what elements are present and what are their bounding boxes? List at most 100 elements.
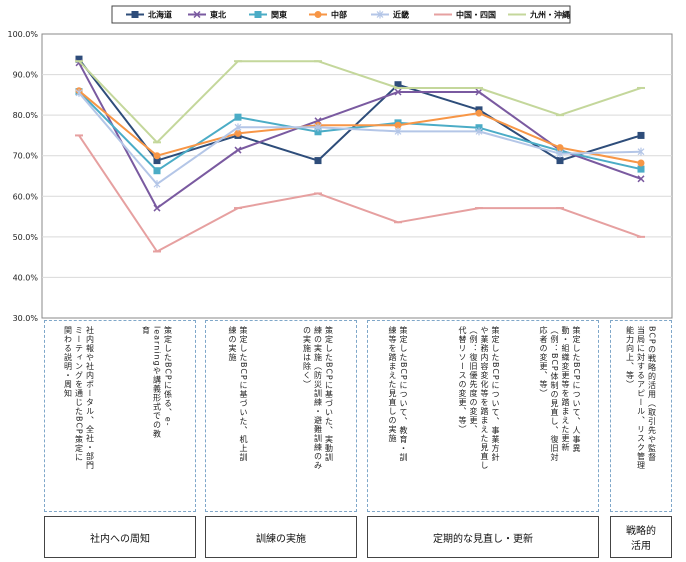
category-group-label-line: 活用 xyxy=(631,541,651,552)
series-line xyxy=(78,92,642,186)
series-layer xyxy=(75,55,645,253)
x-category-label-line: （例：BCP体制の見直し、復旧対 xyxy=(550,326,559,462)
series-近畿 xyxy=(75,88,645,189)
x-category-label-line: 策定したBCPに基づいた、机上訓 xyxy=(239,326,248,462)
plot-area xyxy=(41,33,673,319)
category-box xyxy=(367,320,599,512)
legend-frame xyxy=(111,5,571,24)
x-category-label-line: 育 xyxy=(141,326,151,335)
data-point xyxy=(394,127,402,136)
data-point xyxy=(513,13,521,16)
data-point xyxy=(376,10,384,19)
x-category-label-line: 策定したBCPについて、事業方針 xyxy=(491,326,500,462)
category-group-label: 社内への周知 xyxy=(44,516,196,558)
series-九州・沖縄 xyxy=(75,60,645,144)
data-point xyxy=(475,86,483,89)
data-point xyxy=(75,134,83,137)
data-point xyxy=(234,146,242,154)
x-category-label-line: 策定したBCPについて、人事異 xyxy=(572,326,581,453)
x-category-label: 策定したBCPに係る、e-learningや講義形式での教育 xyxy=(141,326,174,504)
legend-marker xyxy=(254,11,262,18)
data-point xyxy=(439,13,447,16)
data-point xyxy=(556,149,564,158)
data-point xyxy=(314,157,322,165)
data-point xyxy=(314,60,322,63)
x-category-label: 社内報や社内ポータル、全社・部門 ミーティングを通じたBCP策定に 関わる説明・周知 xyxy=(63,326,96,504)
x-category-label: BCPの戦略的活用（取引先や監督 当局に対するアピール、リスク管理 能力向上、等） xyxy=(625,326,658,504)
legend-marker xyxy=(439,13,447,16)
legend-marker xyxy=(131,11,139,18)
y-tick-label: 70.0% xyxy=(13,152,39,161)
data-point xyxy=(234,207,242,210)
x-category-label-line: 練の実施（防災訓練・避難訓練のみ xyxy=(313,326,323,470)
category-group-label: 定期的な見直し・更新 xyxy=(367,516,599,558)
category-group-label: 訓練の実施 xyxy=(205,516,357,558)
legend-label: 中部 xyxy=(331,10,347,20)
data-point xyxy=(556,157,564,165)
x-category-label-line: ミーティングを通じたBCP策定に xyxy=(74,326,84,462)
legend-label: 九州・沖縄 xyxy=(529,10,570,20)
legend-label: 北海道 xyxy=(148,10,172,20)
x-category-label: 策定したBCPに基づいた、机上訓 練の実施 xyxy=(227,326,249,504)
legend-label: 関東 xyxy=(271,10,287,20)
legend-label: 中国・四国 xyxy=(456,10,496,20)
x-category-label-line: learningや講義形式での教 xyxy=(152,326,162,439)
data-point xyxy=(475,207,483,210)
data-point xyxy=(153,250,161,253)
data-point xyxy=(254,11,262,18)
category-group-label: 戦略的 活用 xyxy=(610,516,672,558)
data-point xyxy=(153,141,161,144)
data-point xyxy=(556,207,564,210)
data-point xyxy=(314,192,322,195)
series-line xyxy=(78,90,642,164)
y-tick-label: 60.0% xyxy=(13,192,39,201)
legend-label: 近畿 xyxy=(393,10,409,20)
y-tick-label: 50.0% xyxy=(13,233,39,242)
data-point xyxy=(637,147,645,156)
y-tick-label: 100.0% xyxy=(7,30,38,39)
x-category-label-line: や業務内容変化等を踏まえた見直し xyxy=(480,326,489,470)
x-category-label-line: 策定したBCPに係る、e- xyxy=(163,326,173,427)
legend: 北海道 東北 関東 中部 近畿 中国・四国 九州・沖縄 xyxy=(111,5,571,24)
x-category-label-line: の実施は除く） xyxy=(302,326,312,389)
data-point xyxy=(153,167,161,175)
series-line xyxy=(78,134,642,253)
x-category-label-line: 能力向上、等） xyxy=(625,326,635,389)
series-line xyxy=(78,62,642,210)
series-line xyxy=(78,60,642,144)
data-point xyxy=(153,152,161,160)
x-category-label-line: 当局に対するアピール、リスク管理 xyxy=(636,326,646,470)
data-point xyxy=(234,60,242,63)
data-point xyxy=(153,204,161,212)
legend-marker xyxy=(314,11,322,18)
x-category-label-line: BCPの戦略的活用（取引先や監督 xyxy=(647,326,657,462)
data-point xyxy=(153,180,161,189)
data-point xyxy=(556,114,564,117)
data-point xyxy=(234,123,242,132)
legend-marker xyxy=(376,10,384,19)
x-category-label-line: 練の実施 xyxy=(228,326,237,362)
x-category-label: 策定したBCPについて、事業方針 や業務内容変化等を踏まえた見直し （例：復旧優先度… xyxy=(457,326,501,504)
data-point xyxy=(394,221,402,224)
data-point xyxy=(637,165,645,173)
data-point xyxy=(314,123,322,132)
legend-marker xyxy=(513,13,521,16)
data-point xyxy=(314,11,322,18)
y-tick-label: 80.0% xyxy=(13,111,39,120)
data-point xyxy=(637,131,645,139)
x-category-label-line: （例：復旧優先度の変更、 xyxy=(469,326,478,434)
x-category-label-line: 社内報や社内ポータル、全社・部門 xyxy=(85,326,95,470)
data-point xyxy=(475,127,483,136)
x-category-label-line: 策定したBCPに基づいた、実動訓 xyxy=(324,326,334,462)
y-tick-label: 40.0% xyxy=(13,273,39,282)
category-box xyxy=(44,320,196,512)
data-point xyxy=(637,159,645,167)
x-category-label-line: 動・組織変更等を踏まえた更新 xyxy=(561,326,570,452)
x-category-label-line: 関わる説明・周知 xyxy=(63,326,73,398)
category-group-label-line: 訓練の実施 xyxy=(256,533,306,545)
data-point xyxy=(394,86,402,89)
y-tick-label: 90.0% xyxy=(13,71,39,80)
category-group-label-line: 定期的な見直し・更新 xyxy=(433,533,533,545)
category-group-label-line: 社内への周知 xyxy=(90,533,150,545)
